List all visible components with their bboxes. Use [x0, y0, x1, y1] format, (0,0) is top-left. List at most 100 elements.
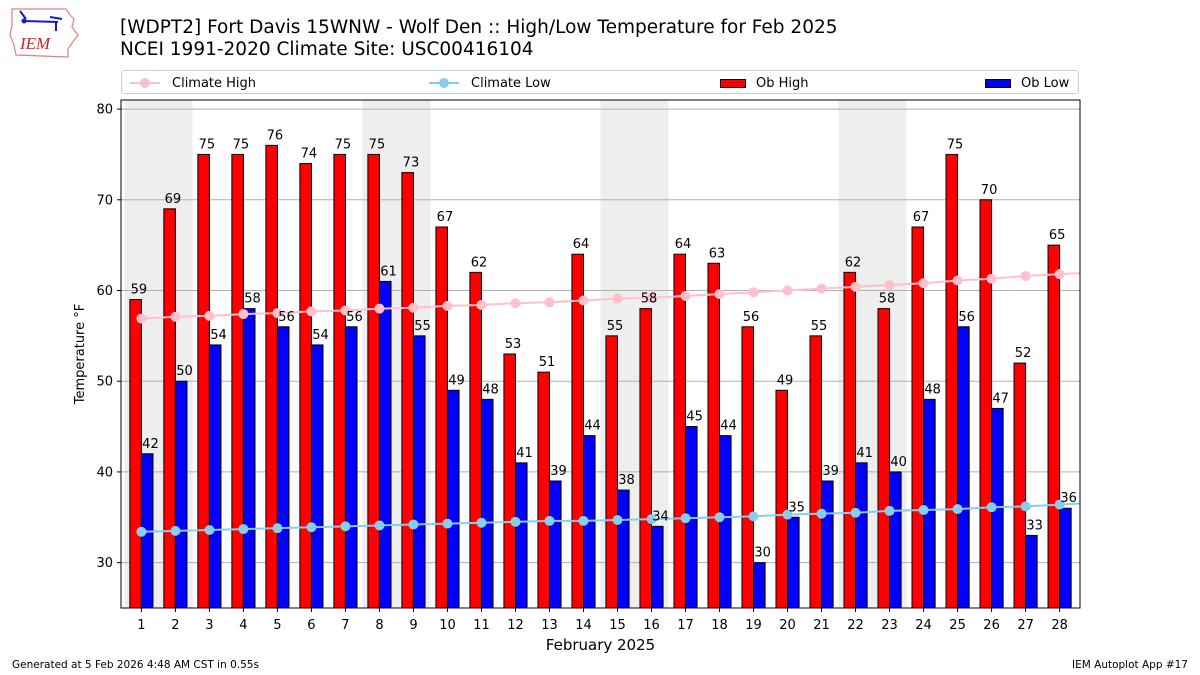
weather-station-icon: [19, 10, 63, 31]
ob-low-bar: [1059, 507, 1072, 609]
ob-high-bar: [537, 371, 550, 609]
ob-low-bar: [957, 326, 970, 609]
climate-low-point: [442, 518, 453, 529]
y-tick-label: 80: [96, 103, 113, 118]
climate-low-point: [918, 505, 929, 516]
ob-low-label: 40: [890, 455, 907, 470]
ob-low-bar: [242, 308, 256, 609]
iem-logo: IEM: [9, 8, 79, 58]
ob-high-label: 75: [233, 137, 250, 152]
ob-low-bar: [514, 462, 528, 609]
ob-high-label: 69: [165, 192, 182, 207]
ob-high-bar: [877, 308, 891, 609]
climate-high-point: [544, 297, 555, 308]
climate-low-point: [510, 516, 521, 527]
climate-high-point: [1020, 270, 1031, 281]
climate-high-point: [374, 303, 385, 314]
ob-high-label: 55: [811, 319, 828, 334]
climate-low-point: [238, 524, 249, 535]
climate-high-point: [918, 278, 929, 289]
ob-low-label: 54: [210, 328, 227, 343]
x-tick-label: 22: [847, 618, 864, 633]
climate-high-point: [1054, 269, 1065, 280]
ob-high-bar: [333, 153, 346, 609]
ob-high-label: 62: [471, 255, 488, 270]
x-tick-label: 21: [813, 618, 830, 633]
ob-low-bar: [412, 335, 426, 609]
ob-high-label: 51: [539, 355, 556, 370]
x-tick-label: 26: [983, 618, 1000, 633]
x-tick-label: 12: [507, 618, 524, 633]
ob-low-bar: [1025, 534, 1038, 609]
climate-high-point: [306, 306, 317, 317]
ob-low-label: 47: [992, 391, 1009, 406]
ob-low-bar: [446, 389, 460, 609]
climate-low-point: [782, 509, 793, 520]
climate-high-point: [510, 298, 521, 309]
ob-low-label: 36: [1060, 491, 1077, 506]
ob-low-label: 58: [244, 292, 261, 307]
climate-high-point: [850, 281, 861, 292]
ob-high-label: 75: [947, 137, 964, 152]
ob-high-bar: [129, 299, 142, 609]
ob-high-label: 64: [675, 237, 692, 252]
ob-high-label: 59: [131, 283, 148, 298]
ob-high-bar: [1047, 244, 1061, 609]
x-tick-label: 4: [239, 618, 247, 633]
legend-label: Ob High: [756, 75, 809, 91]
x-tick-label: 13: [541, 618, 558, 633]
ob-high-bar: [707, 262, 721, 609]
climate-low-point: [884, 505, 895, 516]
climate-low-point: [476, 517, 487, 528]
ob-high-label: 53: [505, 337, 522, 352]
climate-high-point: [952, 275, 963, 286]
x-tick-label: 25: [949, 618, 966, 633]
ob-low-label: 38: [618, 473, 635, 488]
ob-high-bar: [435, 226, 448, 609]
climate-high-point: [986, 273, 997, 284]
climate-low-point: [272, 523, 283, 534]
x-tick-label: 3: [205, 618, 213, 633]
climate-low-point: [646, 514, 657, 525]
ob-low-label: 55: [414, 319, 431, 334]
climate-low-point: [340, 521, 351, 532]
climate-high-point: [782, 285, 793, 296]
climate-low-point: [816, 508, 827, 519]
climate-high-point: [408, 302, 419, 313]
x-tick-label: 27: [1017, 618, 1034, 633]
ob-high-bar: [401, 172, 414, 609]
generated-timestamp: Generated at 5 Feb 2026 4:48 AM CST in 0…: [12, 659, 259, 671]
x-tick-label: 2: [171, 618, 179, 633]
climate-low-point: [374, 520, 385, 531]
climate-low-marker-icon: [427, 74, 461, 92]
ob-low-label: 44: [720, 419, 737, 434]
x-tick-label: 8: [375, 618, 383, 633]
y-tick-label: 40: [96, 465, 113, 480]
climate-high-point: [272, 308, 283, 319]
ob-low-label: 56: [958, 310, 975, 325]
ob-low-bar: [174, 380, 188, 609]
ob-high-bar: [979, 199, 993, 609]
climate-low-point: [170, 525, 181, 536]
ob-high-bar: [503, 353, 516, 609]
x-tick-label: 1: [137, 618, 145, 633]
climate-low-point: [1020, 501, 1031, 512]
x-tick-label: 19: [745, 618, 762, 633]
ob-high-label: 74: [301, 147, 318, 162]
ob-high-label: 67: [913, 210, 930, 225]
x-tick-label: 24: [915, 618, 932, 633]
ob-low-bar: [855, 462, 868, 609]
x-tick-label: 18: [711, 618, 728, 633]
climate-high-point: [238, 309, 249, 320]
x-tick-label: 23: [881, 618, 898, 633]
ob-high-label: 75: [199, 137, 216, 152]
climate-high-point: [646, 292, 657, 303]
ob-high-bar: [197, 153, 210, 609]
ob-low-label: 45: [686, 410, 703, 425]
ob-high-label: 64: [573, 237, 590, 252]
ob-high-bar: [231, 153, 244, 609]
ob-low-label: 30: [754, 546, 771, 561]
climate-high-point: [170, 311, 181, 322]
ob-high-bar: [299, 163, 312, 609]
app-credit: IEM Autoplot App #17: [1072, 659, 1188, 671]
